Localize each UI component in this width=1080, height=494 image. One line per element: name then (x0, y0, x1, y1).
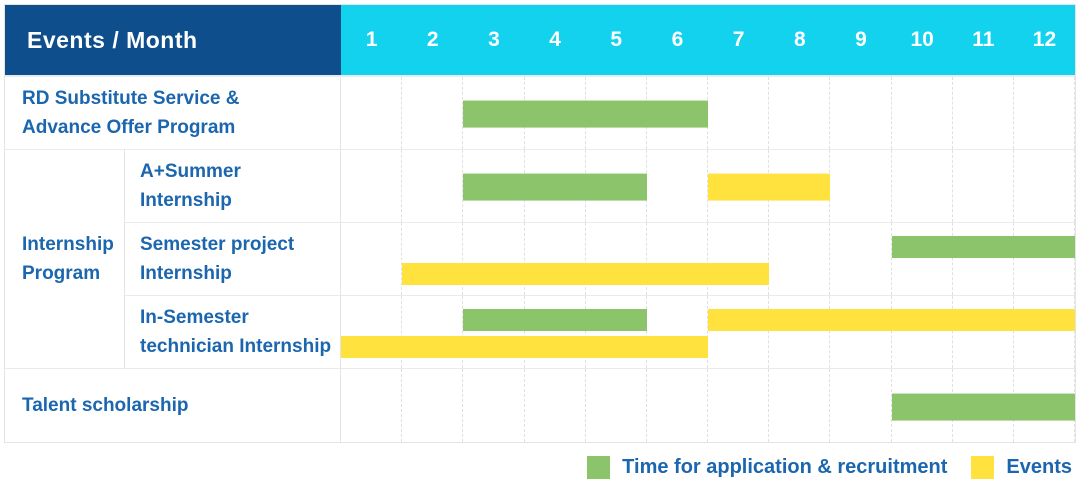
month-grid-cell (402, 150, 464, 222)
row-chart-talent-scholarship (341, 369, 1076, 442)
gantt-bar-application (891, 236, 1075, 258)
row-label-talent-scholarship: Talent scholarship (5, 369, 341, 442)
gantt-bar-events (341, 336, 708, 358)
row-label-a-summer-internship: A+Summer Internship (125, 150, 341, 223)
month-grid-cell (953, 77, 1014, 149)
month-header-8: 8 (793, 28, 806, 51)
month-grid-cell (1014, 296, 1076, 368)
month-grid-cell (341, 77, 403, 149)
month-header-6: 6 (671, 28, 684, 51)
month-grid-cell (1014, 77, 1076, 149)
row-group-internship-program: Internship Program (5, 150, 125, 369)
month-grid-cell (402, 223, 464, 295)
row-label-in-semester-technician-internship: In-Semester technician Internship (125, 296, 341, 369)
legend-item-events: Events (971, 456, 1072, 479)
month-grid-cell (586, 296, 647, 368)
legend: Time for application & recruitment Event… (587, 456, 1072, 479)
month-grid-cell (892, 296, 953, 368)
month-grid-cell (830, 369, 892, 442)
month-header-4: 4 (549, 28, 561, 51)
month-grid-cell (402, 296, 464, 368)
legend-label-application: Time for application & recruitment (622, 456, 948, 478)
row-chart-a-summer-internship (341, 150, 1076, 223)
month-header-2: 2 (426, 28, 439, 51)
gantt-bar-application (463, 173, 647, 201)
month-header-row: 1 2 3 4 5 6 7 8 9 10 11 12 (341, 5, 1075, 77)
row-label-semester-project-internship: Semester project Internship (125, 223, 341, 296)
month-grid-cell (708, 296, 770, 368)
gantt-bar-events (708, 173, 831, 201)
month-grid-cell (586, 369, 647, 442)
month-grid-cell (769, 77, 831, 149)
month-grid-cell (769, 296, 831, 368)
month-grid-cell (708, 77, 770, 149)
month-grid-cell (525, 369, 586, 442)
month-grid-cell (341, 369, 403, 442)
month-grid-cell (892, 150, 953, 222)
gantt-bar-application (463, 100, 708, 128)
month-grid-cell (1014, 223, 1076, 295)
month-grid-cell (525, 296, 586, 368)
month-grid-cell (953, 223, 1014, 295)
month-grid-cell (647, 369, 709, 442)
month-grid-cell (341, 296, 403, 368)
table-header-title: Events / Month (5, 5, 341, 77)
month-grid-cell (647, 223, 709, 295)
month-grid-cell (463, 369, 525, 442)
month-grid-cell (830, 150, 892, 222)
row-chart-rd-substitute (341, 77, 1076, 150)
month-grid-cell (892, 77, 953, 149)
month-header-12: 12 (1032, 28, 1057, 51)
month-header-7: 7 (732, 28, 745, 51)
gantt-bar-application (463, 309, 647, 331)
month-grid-cell (402, 369, 464, 442)
gantt-bar-application (891, 393, 1075, 421)
month-grid-cell (1014, 150, 1076, 222)
month-header-11: 11 (972, 28, 995, 51)
month-grid-cell (708, 369, 770, 442)
month-grid-cell (341, 223, 403, 295)
green-swatch-icon (587, 456, 611, 479)
row-chart-semester-project-internship (341, 223, 1076, 296)
month-grid-cell (647, 296, 709, 368)
month-grid-cell (953, 150, 1014, 222)
month-header-1: 1 (365, 28, 378, 51)
events-month-table: Events / Month 1 2 3 4 5 6 7 8 9 10 11 1… (4, 4, 1076, 443)
month-grid-cell (525, 223, 586, 295)
month-grid-cell (463, 223, 525, 295)
month-grid-cell (830, 296, 892, 368)
month-grid-cell (769, 369, 831, 442)
legend-item-application: Time for application & recruitment (587, 456, 947, 479)
month-header-3: 3 (488, 28, 500, 51)
yellow-swatch-icon (971, 456, 995, 479)
month-grid-cell (586, 223, 647, 295)
month-grid-cell (341, 150, 403, 222)
month-header-5: 5 (610, 28, 623, 51)
month-grid-cell (402, 77, 464, 149)
month-grid-cell (953, 296, 1014, 368)
month-grid-cell (647, 150, 709, 222)
month-grid-cell (463, 296, 525, 368)
month-grid-cell (892, 223, 953, 295)
month-grid-cell (708, 223, 770, 295)
gantt-bar-events (402, 263, 770, 285)
month-grid-cell (830, 223, 892, 295)
row-label-rd-substitute: RD Substitute Service & Advance Offer Pr… (5, 77, 341, 150)
month-grid-cell (769, 223, 831, 295)
gantt-bar-events (708, 309, 1075, 331)
row-chart-in-semester-technician-internship (341, 296, 1076, 369)
month-header-10: 10 (910, 28, 934, 51)
month-grid-cell (830, 77, 892, 149)
month-header-9: 9 (855, 28, 867, 51)
legend-label-events: Events (1006, 456, 1072, 478)
